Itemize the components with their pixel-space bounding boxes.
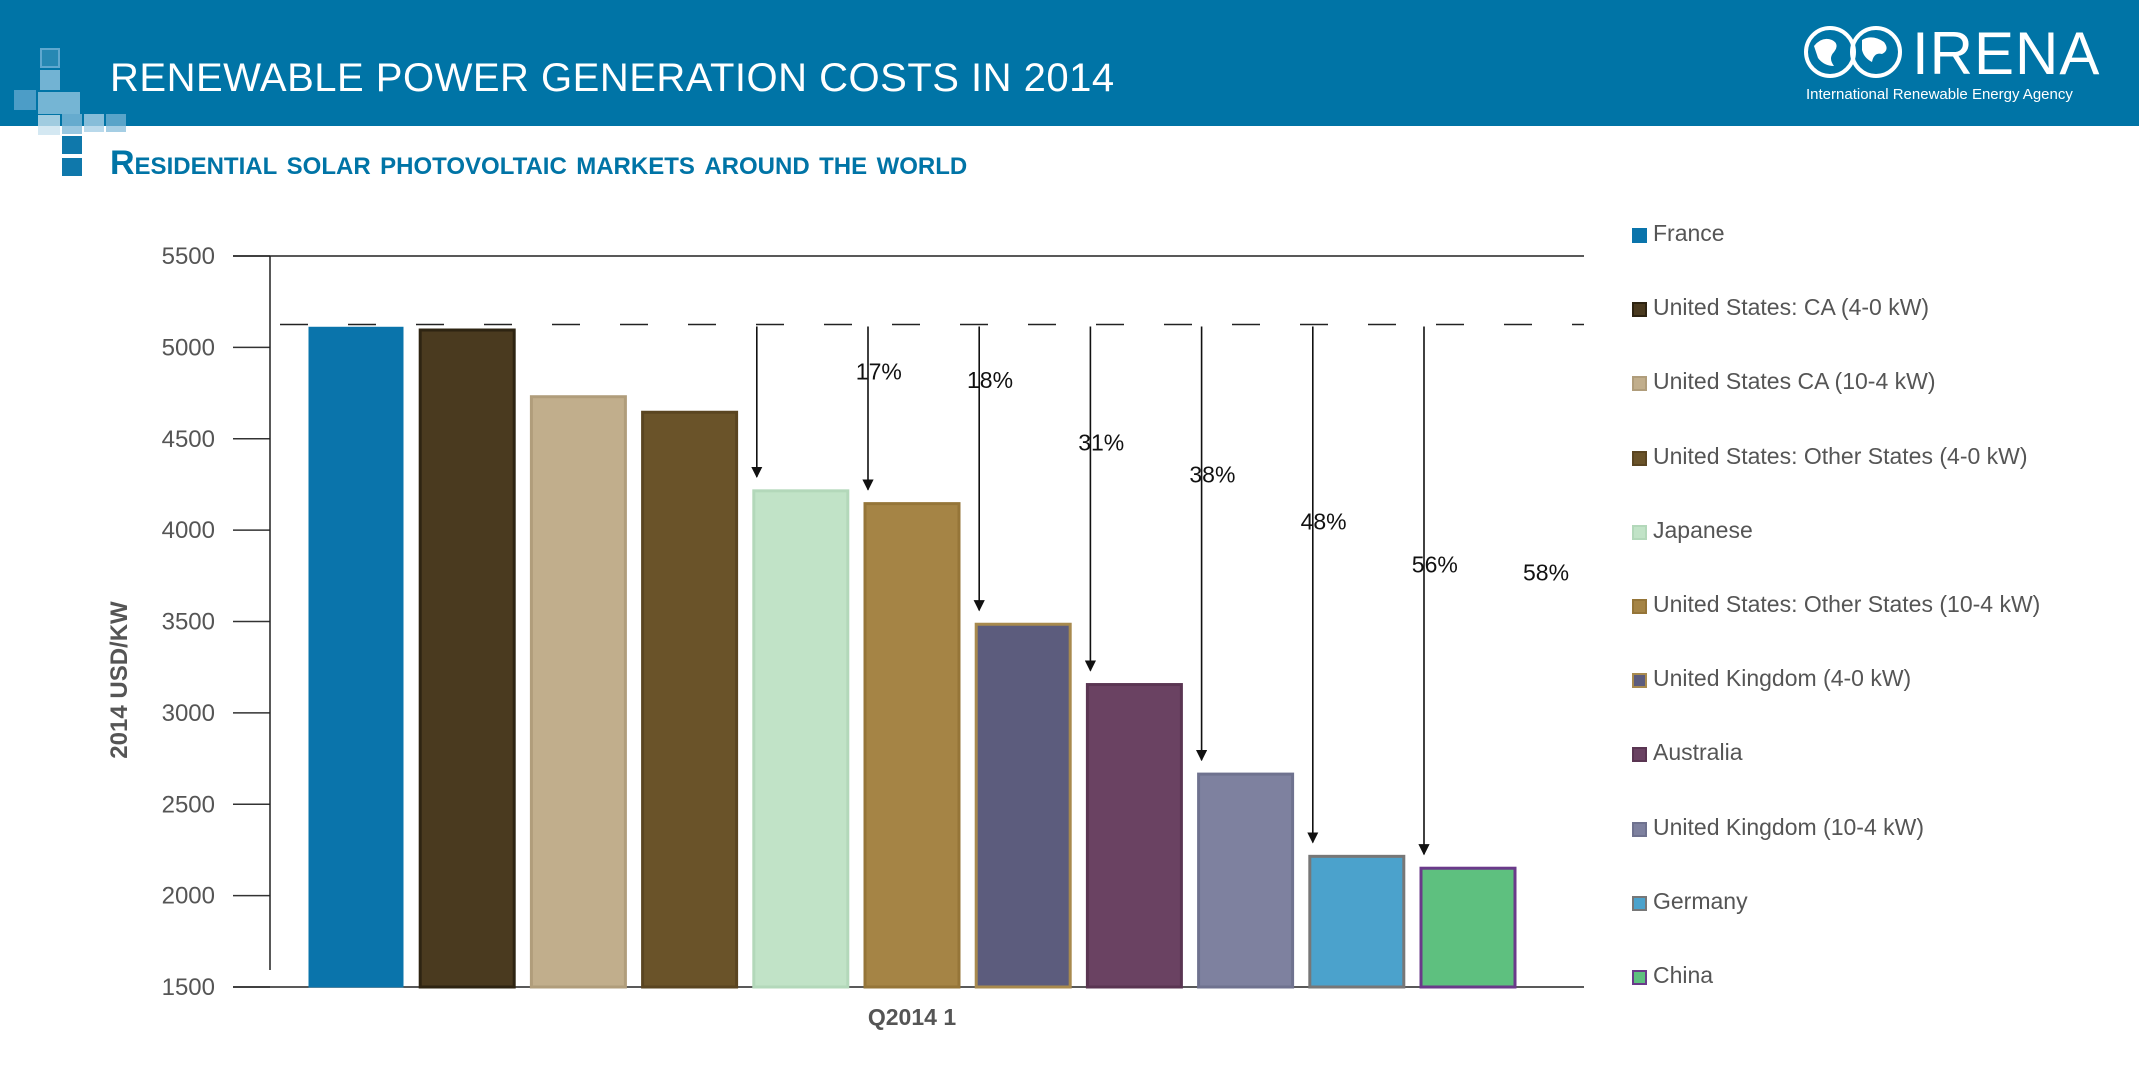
legend-label: United Kingdom (4-0 kW) — [1653, 665, 1912, 692]
bar — [1085, 683, 1183, 989]
bar — [529, 395, 627, 989]
y-tick-label: 3500 — [162, 609, 215, 636]
bar — [308, 326, 404, 988]
bar — [1197, 772, 1295, 989]
legend-label: France — [1653, 220, 1725, 246]
bar — [1308, 854, 1406, 989]
logo-tagline: International Renewable Energy Agency — [1806, 86, 2073, 103]
legend-swatch — [1632, 450, 1647, 466]
legend-item: United Kingdom (10-4 kW) — [1632, 814, 2132, 888]
legend-swatch — [1632, 598, 1647, 614]
legend-label: China — [1653, 961, 1714, 988]
legend-item: Japanese — [1632, 517, 2132, 591]
legend-label: Germany — [1653, 887, 1748, 914]
bar — [1419, 866, 1517, 989]
y-tick-label: 2000 — [162, 883, 215, 910]
chart-subtitle: Residential solar photovoltaic markets a… — [110, 144, 968, 182]
y-tick-label: 4000 — [162, 517, 215, 544]
y-tick-label: 4500 — [162, 426, 215, 453]
globe-logo-icon — [1804, 26, 1902, 78]
y-axis-title: 2014 USD/KW — [106, 601, 133, 759]
legend-swatch — [1632, 302, 1647, 318]
legend-label: United Kingdom (10-4 kW) — [1653, 813, 1924, 840]
legend-item: United States: Other States (4-0 kW) — [1632, 443, 2132, 517]
legend-item: China — [1632, 962, 2132, 1036]
bar — [863, 502, 961, 989]
legend-swatch — [1632, 969, 1647, 985]
chart-legend: France United States: CA (4-0 kW) United S… — [1632, 220, 2132, 1036]
legend-item: United States: Other States (10-4 kW) — [1632, 591, 2132, 665]
y-tick-label: 1500 — [162, 974, 215, 1001]
legend-item: France — [1632, 220, 2132, 294]
bar — [418, 328, 516, 989]
legend-item: United Kingdom (4-0 kW) — [1632, 665, 2132, 739]
legend-swatch — [1632, 747, 1647, 763]
header-banner — [0, 0, 2139, 126]
x-axis-title: Q2014 1 — [868, 1004, 956, 1030]
bar — [641, 410, 739, 989]
legend-swatch — [1632, 524, 1647, 540]
legend-item: United States CA (10-4 kW) — [1632, 368, 2132, 442]
legend-item: Germany — [1632, 888, 2132, 962]
reduction-label: 17% — [856, 359, 902, 385]
legend-label: United States: CA (4-0 kW) — [1653, 294, 1930, 321]
legend-swatch — [1632, 821, 1647, 837]
decorative-squares — [0, 0, 150, 180]
reduction-label: 31% — [1078, 429, 1124, 455]
legend-swatch — [1632, 376, 1647, 392]
bar — [974, 622, 1072, 989]
legend-label: United States: Other States (10-4 kW) — [1653, 590, 2041, 617]
legend-item: United States: CA (4-0 kW) — [1632, 294, 2132, 368]
legend-label: United States: Other States (4-0 kW) — [1653, 442, 2028, 469]
legend-label: United States CA (10-4 kW) — [1653, 368, 1936, 395]
page-title: RENEWABLE POWER GENERATION COSTS IN 2014 — [110, 56, 1115, 100]
reduction-label: 56% — [1412, 551, 1458, 577]
y-tick-label: 2500 — [162, 791, 215, 818]
bar — [752, 489, 850, 989]
reduction-label: 58% — [1523, 559, 1569, 585]
y-tick-label: 3000 — [162, 700, 215, 727]
logo-name: IRENA — [1912, 20, 2101, 87]
reduction-label: 38% — [1189, 462, 1235, 488]
reduction-label: 48% — [1301, 508, 1347, 534]
legend-label: Japanese — [1653, 516, 1753, 543]
legend-swatch — [1632, 673, 1647, 689]
legend-item: Australia — [1632, 739, 2132, 813]
legend-label: Australia — [1653, 739, 1743, 766]
y-tick-label: 5500 — [162, 243, 215, 270]
legend-swatch — [1632, 895, 1647, 911]
reduction-label: 18% — [967, 367, 1013, 393]
legend-swatch — [1632, 228, 1647, 243]
irena-logo: IRENA International Renewable Energy Age… — [1800, 22, 2099, 112]
bar-chart: 5500 5000 4500 4000 3500 3000 2500 2000 1500 17% 1… — [106, 243, 1584, 1030]
y-tick-label: 5000 — [162, 334, 215, 361]
